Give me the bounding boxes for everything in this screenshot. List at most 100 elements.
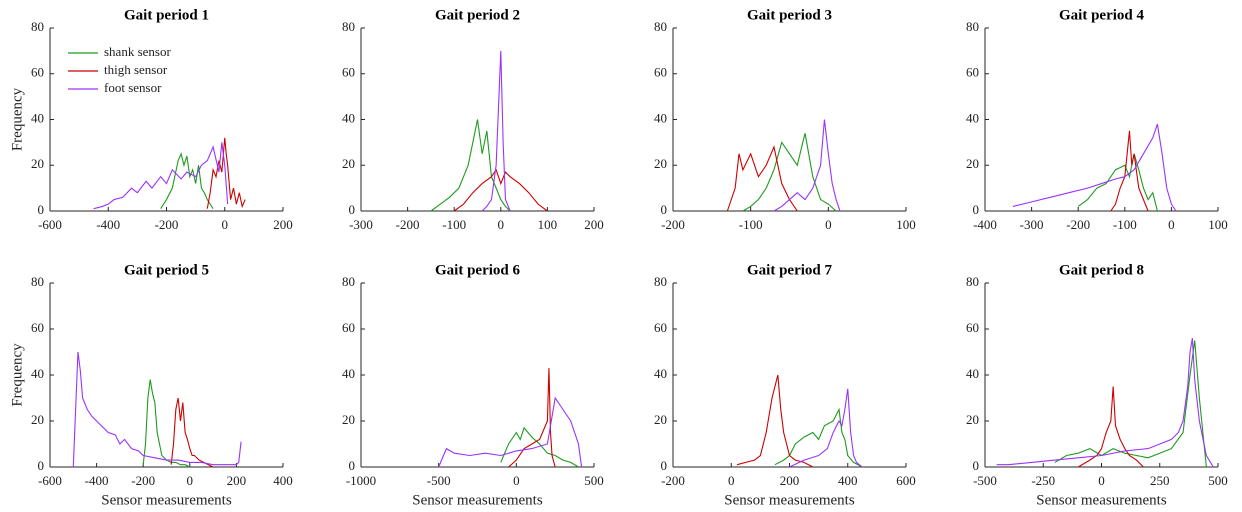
x-tick-label: 100 xyxy=(538,217,558,232)
x-tick-label: -100 xyxy=(739,217,763,232)
series-line xyxy=(206,137,246,209)
x-tick-label: -200 xyxy=(155,217,179,232)
y-tick-label: 60 xyxy=(966,65,979,80)
x-tick-label: 250 xyxy=(1150,473,1170,488)
y-tick-label: 0 xyxy=(661,458,668,473)
series-line xyxy=(453,168,548,212)
y-tick-label: 60 xyxy=(342,65,355,80)
y-tick-label: 40 xyxy=(966,366,979,381)
y-tick-label: 20 xyxy=(966,156,979,171)
x-tick-label: -300 xyxy=(1020,217,1044,232)
y-tick-label: 40 xyxy=(342,110,355,125)
x-tick-label: 200 xyxy=(584,217,604,232)
y-axis-label: Frequency xyxy=(9,87,25,151)
series-line xyxy=(438,396,583,468)
x-axis-label: Sensor measurements xyxy=(101,492,232,508)
x-tick-label: 500 xyxy=(584,473,604,488)
y-tick-label: 60 xyxy=(31,65,44,80)
panel-title: Gait period 6 xyxy=(435,262,520,278)
y-tick-label: 40 xyxy=(31,110,44,125)
legend-label: thigh sensor xyxy=(104,62,168,77)
y-tick-label: 0 xyxy=(661,202,668,217)
series-line xyxy=(789,388,863,468)
x-tick-label: -500 xyxy=(973,473,997,488)
x-tick-label: 0 xyxy=(222,217,229,232)
y-tick-label: 20 xyxy=(31,412,44,427)
x-tick-label: 0 xyxy=(728,473,735,488)
y-tick-label: 20 xyxy=(654,156,667,171)
x-tick-label: -200 xyxy=(661,217,685,232)
series-line xyxy=(996,338,1214,468)
series-line xyxy=(170,397,214,468)
x-axis-label: Sensor measurements xyxy=(724,492,855,508)
x-tick-label: 0 xyxy=(825,217,832,232)
x-tick-label: 200 xyxy=(273,217,293,232)
y-tick-label: 40 xyxy=(966,110,979,125)
x-tick-label: 600 xyxy=(896,473,916,488)
x-tick-label: -200 xyxy=(396,217,420,232)
y-tick-label: 0 xyxy=(349,202,356,217)
y-tick-label: 80 xyxy=(966,274,979,289)
y-tick-label: 60 xyxy=(31,320,44,335)
series-line xyxy=(508,368,556,468)
x-tick-label: 0 xyxy=(1168,217,1175,232)
y-tick-label: 40 xyxy=(31,366,44,381)
y-tick-label: 20 xyxy=(342,156,355,171)
x-tick-label: -1000 xyxy=(346,473,376,488)
x-tick-label: -400 xyxy=(973,217,997,232)
y-tick-label: 60 xyxy=(654,65,667,80)
x-tick-label: 400 xyxy=(838,473,858,488)
y-tick-label: 80 xyxy=(654,274,667,289)
legend-label: foot sensor xyxy=(104,80,162,95)
y-tick-label: 80 xyxy=(342,19,355,34)
y-tick-label: 20 xyxy=(654,412,667,427)
x-tick-label: 200 xyxy=(780,473,800,488)
x-tick-label: -400 xyxy=(85,473,109,488)
y-tick-label: 0 xyxy=(349,458,356,473)
series-line xyxy=(773,119,841,212)
x-tick-label: 0 xyxy=(1098,473,1105,488)
x-axis-label: Sensor measurements xyxy=(1036,492,1167,508)
panel-title: Gait period 7 xyxy=(747,262,832,278)
series-line xyxy=(774,407,863,468)
panel-title: Gait period 2 xyxy=(435,7,520,23)
y-tick-label: 40 xyxy=(654,366,667,381)
panel-title: Gait period 3 xyxy=(747,7,832,23)
y-tick-label: 0 xyxy=(38,202,45,217)
y-tick-label: 80 xyxy=(31,19,44,34)
x-tick-label: 0 xyxy=(187,473,194,488)
y-tick-label: 20 xyxy=(342,412,355,427)
y-tick-label: 80 xyxy=(966,19,979,34)
y-tick-label: 20 xyxy=(966,412,979,427)
y-tick-label: 60 xyxy=(342,320,355,335)
x-tick-label: -200 xyxy=(131,473,155,488)
y-tick-label: 20 xyxy=(31,156,44,171)
x-tick-label: 500 xyxy=(1208,473,1228,488)
y-tick-label: 60 xyxy=(966,320,979,335)
series-line xyxy=(742,133,837,212)
x-tick-label: 400 xyxy=(273,473,293,488)
series-line xyxy=(481,50,511,212)
x-tick-label: -100 xyxy=(1113,217,1137,232)
y-tick-label: 0 xyxy=(973,202,980,217)
series-line xyxy=(93,142,229,210)
x-tick-label: 0 xyxy=(513,473,520,488)
series-line xyxy=(430,119,511,212)
legend-label: shank sensor xyxy=(104,44,171,59)
x-tick-label: -100 xyxy=(442,217,466,232)
x-tick-label: -600 xyxy=(38,217,62,232)
series-line xyxy=(1110,130,1149,212)
panel-title: Gait period 5 xyxy=(124,262,209,278)
series-line xyxy=(142,379,191,468)
series-line xyxy=(160,152,214,210)
panel-title: Gait period 1 xyxy=(124,7,209,23)
y-tick-label: 0 xyxy=(38,458,45,473)
series-line xyxy=(736,374,814,468)
series-line xyxy=(500,426,579,468)
y-tick-label: 80 xyxy=(654,19,667,34)
y-tick-label: 40 xyxy=(654,110,667,125)
series-line xyxy=(726,145,798,212)
x-tick-label: -250 xyxy=(1031,473,1055,488)
y-axis-label: Frequency xyxy=(9,343,25,407)
x-tick-label: -200 xyxy=(661,473,685,488)
